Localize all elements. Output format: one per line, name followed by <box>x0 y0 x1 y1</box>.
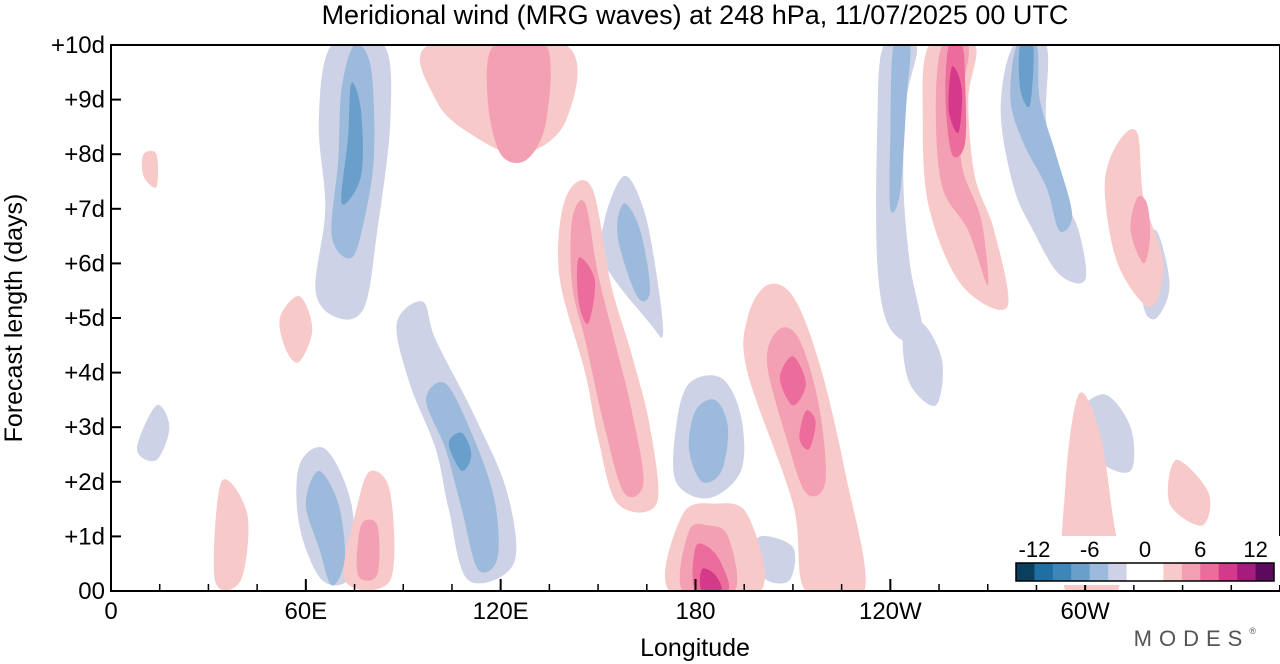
colorbar-segment <box>1200 563 1220 581</box>
colorbar-frame <box>1015 562 1275 582</box>
colorbar-segment <box>1052 563 1072 581</box>
contour-b22 <box>137 404 170 462</box>
x-tick-label: 120E <box>473 598 529 625</box>
y-tick-label: +6d <box>64 250 105 277</box>
x-tick-label: 60W <box>1060 598 1110 625</box>
contour-r14 <box>799 410 816 450</box>
x-tick-label: 120W <box>859 598 922 625</box>
contour-r1 <box>486 45 551 163</box>
contour-r27 <box>141 150 159 188</box>
colorbar-label: 12 <box>1243 537 1267 562</box>
contour-r12 <box>766 327 826 497</box>
contour-b1 <box>305 470 346 586</box>
contour-r18 <box>948 66 963 133</box>
x-tick-label: 180 <box>675 598 715 625</box>
colorbar-segment <box>1237 563 1256 581</box>
modes-logo: MODES® <box>1133 626 1256 651</box>
y-tick-label: +9d <box>64 87 105 114</box>
contour-b16 <box>902 321 943 406</box>
colorbar-segment <box>1089 563 1109 581</box>
colorbar-label: 6 <box>1194 537 1206 562</box>
y-tick-label: +4d <box>64 360 105 387</box>
colorbar-segment <box>1108 563 1127 581</box>
y-axis-label: Forecast length (days) <box>0 194 28 443</box>
contour-b10 <box>617 203 651 302</box>
contour-fills <box>137 45 1211 591</box>
contour-r20 <box>1130 195 1151 264</box>
contour-r22 <box>1167 459 1211 526</box>
contour-r26 <box>213 479 249 591</box>
contour-b19 <box>1018 45 1034 107</box>
x-axis-label: Longitude <box>640 634 750 662</box>
contour-r10 <box>699 568 722 591</box>
contour-r25 <box>356 519 380 581</box>
x-tick-label: 0 <box>104 598 117 625</box>
colorbar-label: -6 <box>1080 537 1100 562</box>
colorbar-label: -12 <box>1019 537 1051 562</box>
colorbar-segment <box>1163 563 1183 581</box>
colorbar-segment <box>1218 563 1238 581</box>
contour-b12 <box>688 399 729 483</box>
colorbar-segment <box>1126 563 1164 581</box>
contour-r5 <box>576 257 596 325</box>
contour-b4 <box>426 382 499 573</box>
colorbar-segment <box>1034 563 1054 581</box>
colorbar: -12 -6 0 6 12 <box>1008 536 1280 585</box>
x-tick-label: 60E <box>284 598 327 625</box>
chart-title: Meridional wind (MRG waves) at 248 hPa, … <box>322 0 1069 30</box>
colorbar-segment <box>1255 563 1275 581</box>
colorbar-label: 0 <box>1139 537 1151 562</box>
colorbar-segment <box>1071 563 1091 581</box>
contour-b8 <box>341 82 363 205</box>
y-tick-label: +5d <box>64 305 105 332</box>
y-tick-label: +10d <box>51 32 105 59</box>
y-tick-label: +1d <box>64 523 105 550</box>
y-tick-label: +8d <box>64 141 105 168</box>
contour-r13 <box>779 356 806 406</box>
y-tick-label: +7d <box>64 196 105 223</box>
y-axis: 00 +1d +2d +3d +4d +5d +6d +7d +8d +9d +10d <box>51 32 121 605</box>
contour-b5 <box>448 432 472 472</box>
colorbar-segment <box>1016 563 1035 581</box>
y-tick-label: 00 <box>78 578 105 605</box>
y-tick-label: +2d <box>64 469 105 496</box>
y-tick-label: +3d <box>64 414 105 441</box>
contour-r23 <box>279 296 313 363</box>
x-axis: 0 60E 120E 180 120W 60W <box>104 579 1233 625</box>
colorbar-segment <box>1181 563 1201 581</box>
contour-r6 <box>601 366 612 412</box>
contour-b15 <box>889 45 911 213</box>
